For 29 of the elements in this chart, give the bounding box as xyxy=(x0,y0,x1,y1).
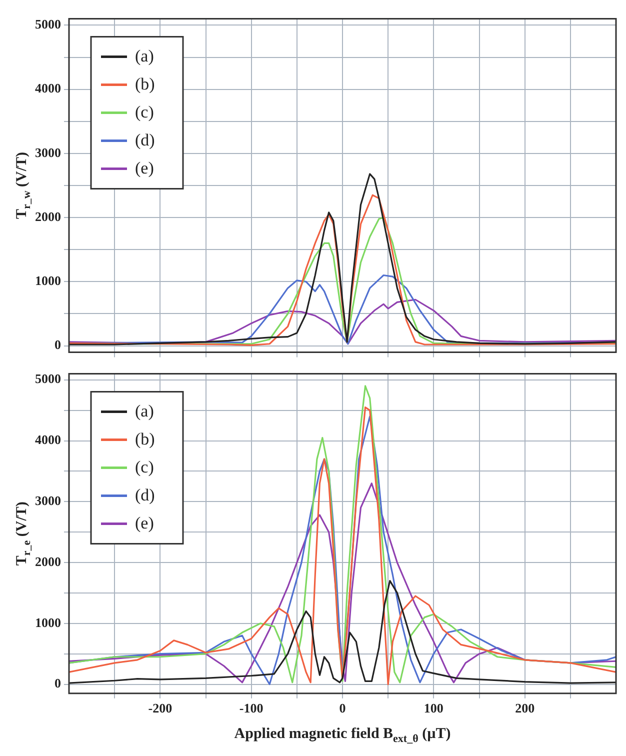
legend-label: (c) xyxy=(135,457,154,476)
legend-label: (e) xyxy=(135,513,154,532)
y-tick-label: 2000 xyxy=(35,208,61,224)
legend-label: (a) xyxy=(135,46,154,66)
y-tick-label: 5000 xyxy=(35,371,61,386)
y-tick-label: 3000 xyxy=(35,493,61,508)
y-tick-label: 1000 xyxy=(35,273,61,288)
legend-label: (a) xyxy=(135,401,154,420)
y-tick-label: 2000 xyxy=(35,554,61,569)
y-tick-label: 4000 xyxy=(35,80,61,96)
legend-label: (c) xyxy=(135,102,154,122)
x-tick-label: -100 xyxy=(239,700,264,716)
y-tick-label: 3000 xyxy=(35,144,61,160)
x-tick-label: 0 xyxy=(339,700,346,716)
y-axis-title: Tr_w (V/T) xyxy=(14,152,34,220)
y-tick-label: 0 xyxy=(54,337,61,352)
x-tick-label: 200 xyxy=(515,700,535,716)
legend-label: (b) xyxy=(135,429,155,448)
legend-label: (e) xyxy=(135,158,154,178)
x-tick-label: -200 xyxy=(148,700,172,716)
x-tick-label: 100 xyxy=(424,700,444,716)
y-tick-label: 1000 xyxy=(35,614,61,630)
y-axis-title: Tr_e (V/T) xyxy=(14,502,34,566)
legend-label: (d) xyxy=(135,130,155,150)
y-tick-label: 4000 xyxy=(35,432,61,448)
y-tick-label: 0 xyxy=(54,676,61,691)
legend-label: (b) xyxy=(135,74,155,94)
y-tick-label: 5000 xyxy=(35,16,61,32)
legend-label: (d) xyxy=(135,485,155,504)
